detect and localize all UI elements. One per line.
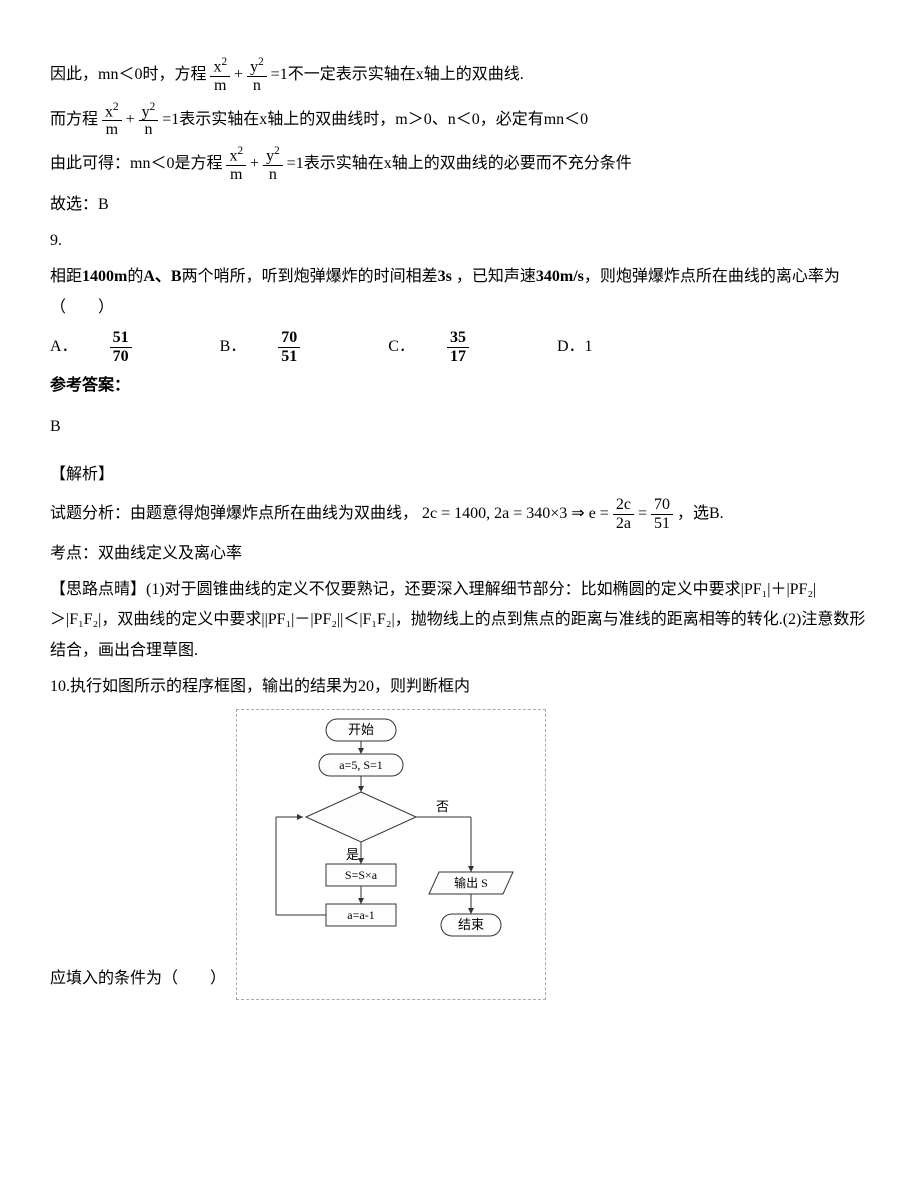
silu: 【思路点晴】(1)对于圆锥曲线的定义不仅要熟记，还要深入理解细节部分：比如椭圆的…: [50, 575, 870, 666]
paragraph-3: 由此可得：mn＜0是方程 x2m + y2n =1表示实轴在x轴上的双曲线的必要…: [50, 145, 870, 184]
equals: =: [638, 505, 647, 522]
option-label: A．: [50, 338, 78, 355]
text: ，选B.: [677, 505, 724, 522]
text: 的: [127, 268, 143, 285]
time-value: 3s: [438, 268, 452, 285]
paragraph-1: 因此，mn＜0时，方程 x2m + y2n =1不一定表示实轴在x轴上的双曲线.: [50, 56, 870, 95]
fraction: 7051: [651, 496, 673, 532]
q10-tail: 应填入的条件为（ ）: [50, 964, 226, 1000]
option-b[interactable]: B． 7051: [220, 338, 361, 355]
q9-stem: 相距1400m的A、B两个哨所，听到炮弹爆炸的时间相差3s ，已知声速340m/…: [50, 262, 870, 323]
text: ，已知声速: [452, 268, 536, 285]
analysis-heading: 【解析】: [50, 460, 870, 490]
flow-step2: a=a-1: [347, 908, 374, 922]
fraction-x2m: x2m: [102, 101, 122, 140]
flow-end: 结束: [458, 917, 484, 932]
flow-out: 输出 S: [454, 875, 488, 890]
analysis-body: 试题分析：由题意得炮弹爆炸点所在曲线为双曲线， 2c = 1400, 2a = …: [50, 496, 870, 532]
fraction-x2m: x2m: [210, 56, 230, 95]
text: 相距: [50, 268, 82, 285]
paragraph-2: 而方程 x2m + y2n =1表示实轴在x轴上的双曲线时，m＞0、n＜0，必定…: [50, 101, 870, 140]
flow-yes: 是: [346, 847, 359, 862]
q9-number: 9.: [50, 226, 870, 256]
fraction-x2m: x2m: [226, 145, 246, 184]
answer-value: B: [50, 412, 870, 442]
flowchart: 开始 a=5, S=1 是 否 S=S×a a=a-1: [236, 709, 546, 1000]
plus: +: [250, 155, 259, 172]
text: =1不一定表示实轴在x轴上的双曲线.: [271, 66, 524, 83]
text: 而方程: [50, 110, 102, 127]
fraction-y2n: y2n: [247, 56, 267, 95]
flow-init: a=5, S=1: [339, 758, 383, 772]
text: =1表示实轴在x轴上的双曲线的必要而不充分条件: [287, 155, 632, 172]
option-label: C．: [388, 338, 415, 355]
fraction: 3517: [447, 329, 497, 365]
distance-value: 1400m: [82, 268, 127, 285]
fraction: 5170: [110, 329, 160, 365]
option-c[interactable]: C． 3517: [388, 338, 529, 355]
text: 由此可得：mn＜0是方程: [50, 155, 226, 172]
option-d[interactable]: D．1: [557, 338, 593, 355]
q10-row: 应填入的条件为（ ） 开始 a=5, S=1 是 否: [50, 709, 870, 1000]
q9-options: A． 5170 B． 7051 C． 3517 D．1: [50, 329, 870, 365]
answer-label: 参考答案：: [50, 371, 870, 401]
kaodian: 考点：双曲线定义及离心率: [50, 539, 870, 569]
plus: +: [234, 66, 243, 83]
text: 两个哨所，听到炮弹爆炸的时间相差: [182, 268, 438, 285]
q10-stem: 10.执行如图所示的程序框图，输出的结果为20，则判断框内: [50, 672, 870, 702]
flow-start: 开始: [348, 722, 374, 737]
option-a[interactable]: A． 5170: [50, 338, 192, 355]
flow-no: 否: [436, 799, 449, 814]
equation: 2c = 1400, 2a = 340×3 ⇒ e =: [422, 505, 609, 522]
fraction-y2n: y2n: [263, 145, 283, 184]
speed-value: 340m/s: [536, 268, 584, 285]
fraction: 2c2a: [613, 496, 634, 532]
fraction-y2n: y2n: [139, 101, 159, 140]
paragraph-4: 故选：B: [50, 190, 870, 220]
option-label: B．: [220, 338, 247, 355]
text: 因此，mn＜0时，方程: [50, 66, 210, 83]
plus: +: [126, 110, 135, 127]
points-ab: A、B: [143, 268, 181, 285]
text: 试题分析：由题意得炮弹爆炸点所在曲线为双曲线，: [50, 505, 418, 522]
text: =1表示实轴在x轴上的双曲线时，m＞0、n＜0，必定有mn＜0: [162, 110, 588, 127]
flow-step1: S=S×a: [345, 868, 378, 882]
fraction: 7051: [278, 329, 328, 365]
